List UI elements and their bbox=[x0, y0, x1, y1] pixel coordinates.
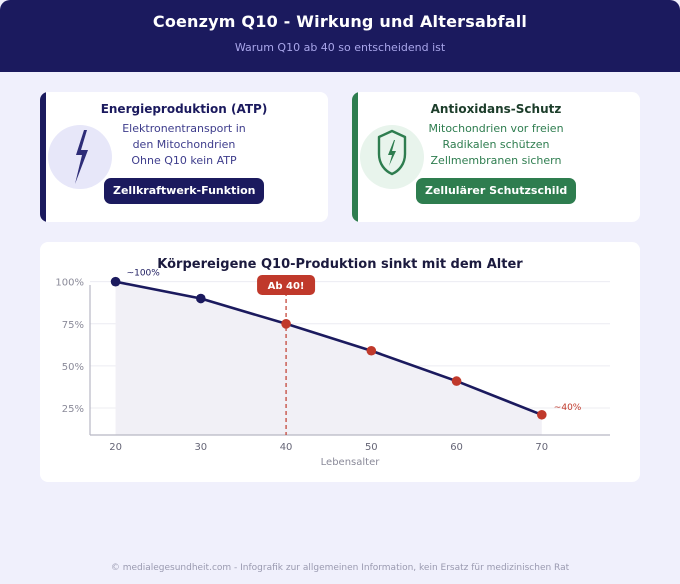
card-text-line: Zellmembranen sichern bbox=[430, 154, 562, 167]
data-point bbox=[110, 276, 121, 287]
chart-title: Körpereigene Q10-Produktion sinkt mit de… bbox=[157, 257, 523, 272]
chart-card: Körpereigene Q10-Produktion sinkt mit de… bbox=[40, 242, 640, 482]
y-tick-label: 25% bbox=[62, 404, 84, 415]
lightning-bolt-icon bbox=[48, 125, 112, 189]
x-tick-label: 50 bbox=[365, 442, 378, 453]
y-tick-label: 75% bbox=[62, 320, 84, 331]
age-40-marker-badge bbox=[257, 275, 316, 295]
data-point bbox=[196, 293, 206, 304]
end-annotation: ~40% bbox=[554, 403, 582, 413]
page-subtitle: Warum Q10 ab 40 so entscheidend ist bbox=[234, 41, 446, 54]
data-point bbox=[537, 409, 547, 420]
card-accent-bar bbox=[40, 92, 46, 222]
x-tick-label: 30 bbox=[194, 442, 207, 453]
shield-icon bbox=[360, 125, 424, 189]
footer-disclaimer: © medialegesundheit.com - Infografik zur… bbox=[110, 563, 570, 573]
header-banner: Coenzym Q10 - Wirkung und Altersabfall W… bbox=[0, 0, 680, 72]
card-text-line: Mitochondrien vor freien bbox=[428, 122, 564, 135]
card-badge: Zellkraftwerk-Funktion bbox=[104, 178, 265, 204]
age-40-marker-label: Ab 40! bbox=[268, 281, 305, 292]
data-point bbox=[366, 345, 377, 356]
y-tick-label: 50% bbox=[62, 362, 84, 373]
x-tick-label: 20 bbox=[109, 442, 122, 453]
card-title: Antioxidans-Schutz bbox=[430, 102, 562, 116]
q10-decline-chart: Körpereigene Q10-Produktion sinkt mit de… bbox=[55, 257, 610, 468]
x-tick-label: 60 bbox=[450, 442, 463, 453]
card-accent-bar bbox=[352, 92, 358, 222]
card-text-line: Ohne Q10 kein ATP bbox=[131, 154, 237, 167]
series-line bbox=[115, 280, 543, 416]
y-tick-label: 100% bbox=[55, 278, 84, 289]
area-fill bbox=[115, 281, 542, 435]
card-text-line: Elektronentransport in bbox=[122, 122, 246, 135]
x-tick-label: 40 bbox=[280, 442, 293, 453]
x-axis-label: Lebensalter bbox=[321, 457, 381, 468]
card-title: Energieproduktion (ATP) bbox=[100, 102, 268, 116]
data-point bbox=[451, 376, 462, 386]
energy-production-card: Energieproduktion (ATP) Elektronentransp… bbox=[40, 92, 328, 222]
card-text-line: den Mitochondrien bbox=[132, 138, 236, 151]
card-text-line: Radikalen schützen bbox=[442, 138, 550, 151]
card-badge: Zellulärer Schutzschild bbox=[416, 178, 577, 204]
data-point bbox=[281, 319, 291, 329]
x-tick-label: 70 bbox=[535, 442, 548, 453]
start-annotation: ~100% bbox=[127, 269, 161, 279]
page-title: Coenzym Q10 - Wirkung und Altersabfall bbox=[152, 12, 528, 31]
antioxidant-card: Antioxidans-Schutz Mitochondrien vor fre… bbox=[352, 92, 640, 222]
